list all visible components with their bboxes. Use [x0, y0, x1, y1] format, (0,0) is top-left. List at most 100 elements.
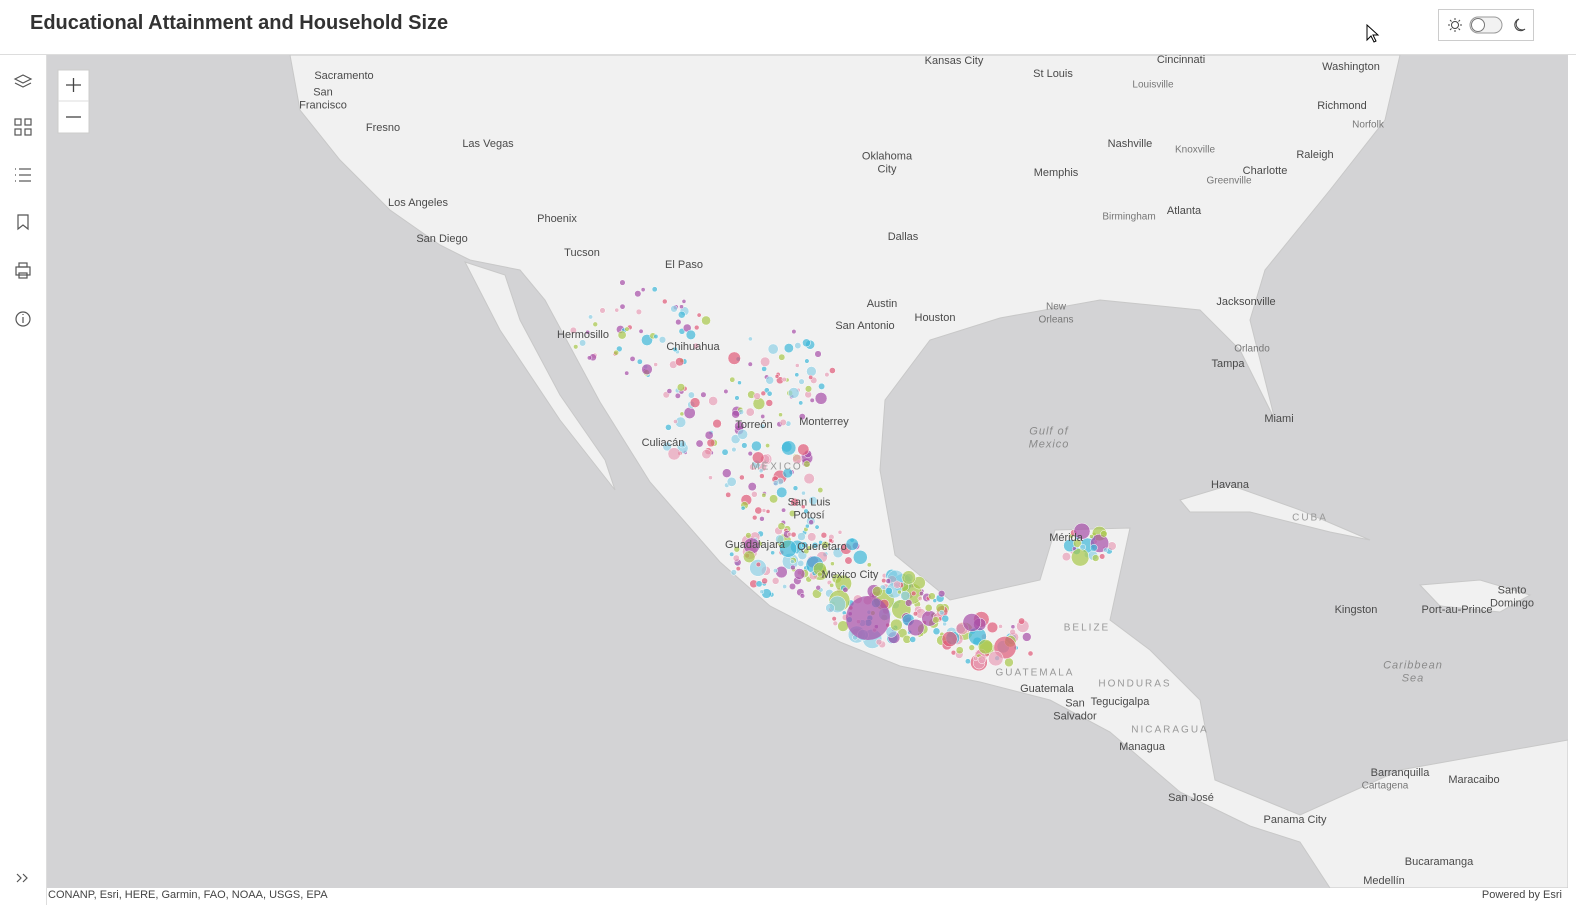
bubble	[734, 395, 740, 401]
bubble	[1090, 543, 1098, 552]
bubble	[788, 387, 800, 399]
bubble	[875, 638, 883, 646]
bubble	[832, 620, 838, 627]
print-icon[interactable]	[15, 262, 31, 279]
place-label: Nashville	[1108, 138, 1153, 150]
bubble	[569, 326, 577, 334]
bubble	[965, 658, 971, 665]
bubble	[704, 430, 714, 440]
zoom-controls	[57, 69, 90, 134]
bubble	[1103, 547, 1109, 553]
bubble	[793, 568, 806, 580]
bubble	[797, 559, 805, 567]
bubble-layer	[569, 279, 1117, 672]
bubble	[918, 590, 924, 597]
bubble	[792, 485, 799, 491]
bubble	[778, 412, 783, 418]
bubble	[681, 299, 687, 304]
bubble	[962, 613, 982, 632]
place-label: El Paso	[665, 259, 703, 271]
bubble	[844, 556, 853, 565]
bubble	[773, 568, 778, 574]
bubble	[1061, 552, 1071, 562]
place-label: Birmingham	[1102, 212, 1155, 223]
attribution: CONANP, Esri, HERE, Garmin, FAO, NOAA, U…	[48, 889, 328, 901]
bubble	[759, 589, 765, 594]
bubble	[790, 497, 799, 507]
bubble	[679, 411, 685, 417]
bubble	[814, 524, 820, 530]
place-label: Guatemala	[1020, 683, 1075, 695]
list-icon[interactable]	[15, 168, 31, 182]
bubble	[779, 539, 798, 558]
bubble	[675, 318, 682, 326]
bubble	[687, 391, 695, 399]
bubble	[790, 564, 796, 571]
bubble	[1079, 543, 1086, 551]
bubble	[783, 343, 794, 354]
bubble	[884, 587, 893, 595]
place-label: Austin	[867, 298, 898, 310]
bubble	[708, 475, 713, 480]
bubble	[829, 367, 836, 374]
bubble	[765, 376, 774, 385]
place-label: New Orleans	[1038, 301, 1073, 325]
place-label: Orlando	[1234, 344, 1270, 355]
zoom-in[interactable]	[66, 78, 81, 92]
bubble	[938, 590, 946, 598]
bubble	[678, 440, 687, 449]
expand-icon[interactable]	[16, 873, 28, 883]
bubble	[825, 603, 835, 613]
bubble	[708, 396, 718, 406]
bubble	[905, 599, 913, 607]
bubble	[760, 414, 766, 419]
bubble	[792, 454, 803, 465]
bubble	[760, 356, 771, 367]
bubble	[743, 550, 756, 563]
bubble	[619, 303, 626, 310]
place-label: Mexico City	[822, 569, 879, 581]
bubble	[928, 592, 936, 600]
bubble	[986, 621, 999, 634]
place-label: Barranquilla	[1371, 767, 1431, 779]
info-icon[interactable]	[15, 311, 31, 327]
bubble	[1071, 548, 1090, 567]
bubble	[842, 586, 849, 593]
place-label: Guadalajara	[725, 539, 786, 551]
bubble	[837, 530, 843, 535]
bubble	[662, 298, 668, 305]
bookmark-icon[interactable]	[17, 214, 29, 231]
theme-toggle[interactable]	[1438, 9, 1534, 41]
place-label: San Luis Potosí	[788, 496, 831, 521]
place-label: Tegucigalpa	[1091, 696, 1151, 708]
place-label: Houston	[915, 312, 956, 324]
bubble	[733, 546, 740, 553]
bubble	[638, 328, 644, 334]
place-label: Querétaro	[797, 541, 847, 553]
bubble	[977, 639, 994, 655]
bubble	[732, 554, 740, 562]
bubble	[814, 350, 822, 358]
bubble	[1004, 657, 1014, 668]
bubble	[811, 541, 819, 549]
bubble	[897, 589, 902, 595]
bubble	[695, 439, 704, 448]
bubble	[932, 598, 938, 603]
bubble	[804, 385, 813, 393]
bubble	[712, 418, 722, 429]
bubble	[972, 655, 979, 662]
bubble	[759, 516, 765, 522]
place-label: Culiacán	[642, 437, 685, 449]
bubble	[809, 397, 815, 403]
place-label: Charlotte	[1243, 165, 1288, 177]
place-label: Raleigh	[1296, 149, 1333, 161]
legend-icon[interactable]	[14, 118, 32, 136]
place-label: San Salvador	[1053, 697, 1097, 722]
bubble	[907, 619, 925, 637]
bubble	[988, 650, 1004, 667]
bubble	[613, 349, 619, 356]
place-label: Dallas	[888, 231, 919, 243]
layers-icon[interactable]	[13, 74, 33, 88]
bubble	[754, 506, 763, 515]
